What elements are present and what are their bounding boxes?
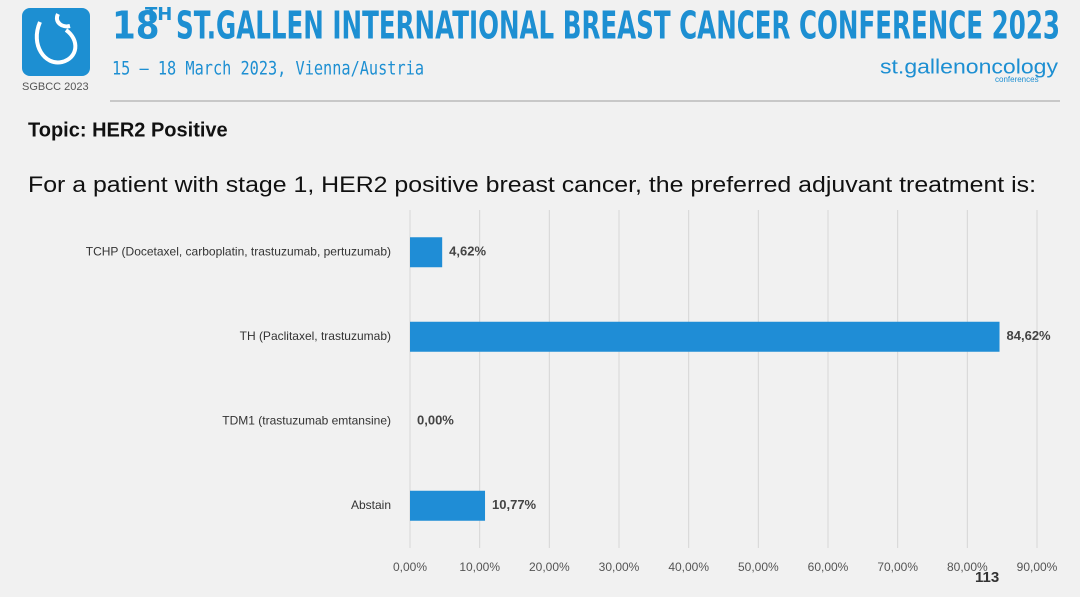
value-label: 4,62% <box>449 244 486 259</box>
x-tick-label: 70,00% <box>877 560 918 574</box>
category-label: TH (Paclitaxel, trastuzumab) <box>240 329 391 343</box>
page-number: 113 <box>975 569 999 586</box>
value-label: 0,00% <box>417 413 454 428</box>
logo-curve <box>34 13 78 65</box>
x-tick-label: 50,00% <box>738 560 779 574</box>
x-tick-label: 10,00% <box>459 560 500 574</box>
x-tick-label: 20,00% <box>529 560 570 574</box>
x-tick-label: 0,00% <box>393 560 427 574</box>
category-label: TDM1 (trastuzumab emtansine) <box>222 413 391 427</box>
x-tick-label: 80,00% <box>947 560 988 574</box>
bar <box>410 321 1000 352</box>
bar <box>410 237 443 268</box>
category-label: TCHP (Docetaxel, carboplatin, trastuzuma… <box>86 244 391 258</box>
title-suffix: TH <box>145 4 172 25</box>
topic: Topic: HER2 Positive <box>28 119 228 141</box>
x-tick-label: 30,00% <box>599 560 640 574</box>
value-label: 84,62% <box>1007 328 1052 343</box>
brand-sub: conferences <box>995 75 1039 84</box>
logo-text: SGBCC 2023 <box>22 81 89 93</box>
question: For a patient with stage 1, HER2 positiv… <box>28 172 1036 197</box>
x-tick-label: 40,00% <box>668 560 709 574</box>
x-tick-label: 60,00% <box>808 560 849 574</box>
category-label: Abstain <box>351 498 391 512</box>
brand: st.gallenoncology <box>880 56 1058 78</box>
subtitle: 15 – 18 March 2023, Vienna/Austria <box>112 58 424 80</box>
value-label: 10,77% <box>492 497 537 512</box>
title-number: 18 <box>112 4 160 48</box>
bar <box>410 490 486 521</box>
title: ST.GALLEN INTERNATIONAL BREAST CANCER CO… <box>176 4 1060 48</box>
x-tick-label: 90,00% <box>1017 560 1058 574</box>
